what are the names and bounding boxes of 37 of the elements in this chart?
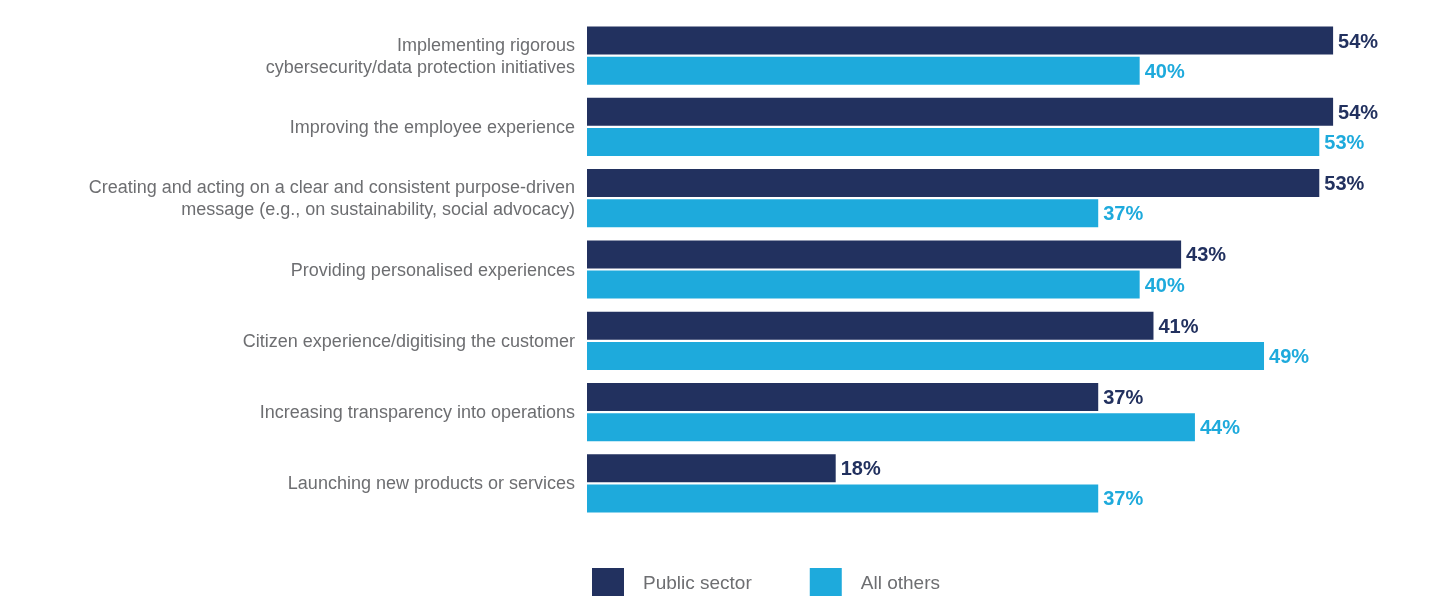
bar (587, 454, 836, 483)
y-tick-label: Increasing transparency into operations (259, 402, 575, 423)
data-label: 40% (1144, 273, 1185, 296)
data-label: 43% (1186, 243, 1227, 266)
bar (587, 270, 1140, 299)
y-tick-label: Improving the employee experience (289, 116, 575, 137)
legend-label: All others (860, 571, 940, 593)
data-label: 18% (840, 457, 881, 480)
data-label: 37% (1103, 202, 1144, 225)
data-label: 49% (1269, 344, 1310, 367)
bar (587, 56, 1140, 85)
bar (587, 341, 1265, 370)
y-tick-label: Providing personalised experiences (290, 259, 575, 280)
bar (587, 199, 1099, 228)
y-tick-label: Implementing rigorous cybersecurity/data protection initiatives (265, 34, 575, 77)
data-label: 53% (1324, 131, 1365, 154)
bar (587, 240, 1182, 269)
y-tick-label: Creating and acting on a clear and consistent purpose-driven message (e.g., on sustainability, social advocacy) (88, 177, 575, 220)
bar (587, 311, 1154, 340)
bar (587, 169, 1320, 198)
legend-label: Public sector (643, 571, 753, 593)
bar (587, 484, 1099, 513)
data-label: 40% (1144, 59, 1185, 82)
data-label: 54% (1338, 100, 1379, 123)
bar (587, 97, 1334, 126)
data-label: 37% (1103, 385, 1144, 408)
bar (587, 26, 1334, 55)
bar (587, 413, 1195, 442)
data-label: 44% (1199, 416, 1241, 439)
data-label: 54% (1338, 29, 1379, 52)
data-label: 53% (1324, 172, 1365, 195)
y-tick-label: Citizen experience/digitising the customer (242, 330, 575, 351)
y-tick-label: Launching new products or services (287, 473, 575, 494)
data-label: 41% (1158, 314, 1199, 337)
data-label: 37% (1103, 487, 1144, 510)
bar (587, 128, 1320, 157)
bar (587, 382, 1099, 411)
